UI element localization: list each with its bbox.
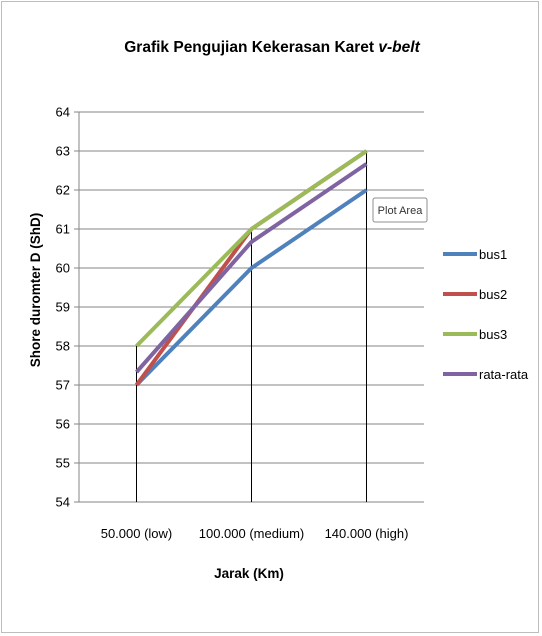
- legend-label-bus1: bus1: [479, 247, 507, 262]
- x-tick-label: 100.000 (medium): [199, 526, 305, 541]
- y-tick-label: 64: [56, 105, 70, 120]
- x-tick-label: 50.000 (low): [101, 526, 173, 541]
- y-tick-label: 54: [56, 495, 70, 510]
- tooltip-box: [372, 197, 428, 223]
- tooltip-label: Plot Area: [378, 205, 424, 217]
- y-tick-label: 57: [56, 378, 70, 393]
- legend-label-rata-rata: rata-rata: [479, 367, 529, 382]
- y-tick-label: 63: [56, 144, 70, 159]
- x-axis-title: Jarak (Km): [214, 566, 284, 581]
- plot-area-tooltip: Plot Area: [372, 197, 428, 223]
- series-line-bus1: [135, 188, 368, 387]
- series-line-rata-rata: [135, 162, 368, 374]
- y-tick-label: 62: [56, 183, 70, 198]
- y-tick-label: 58: [56, 339, 70, 354]
- y-axis-title: Shore duromter D (ShD): [28, 213, 43, 368]
- legend: bus1 bus2 bus3 rata-rata: [443, 247, 529, 382]
- y-tick-label: 59: [56, 300, 70, 315]
- x-tick-label: 140.000 (high): [325, 526, 409, 541]
- legend-label-bus2: bus2: [479, 287, 507, 302]
- y-tick-label: 60: [56, 261, 70, 276]
- chart-title: Grafik Pengujian Kekerasan Karet v-belt: [124, 39, 420, 56]
- plot-area[interactable]: 54 55 56 57 58 59 60 61 62 63 64 50.000 (low) 100.00…: [56, 105, 424, 542]
- y-tick-label: 55: [56, 456, 70, 471]
- series-line-bus3: [135, 149, 368, 348]
- y-tick-label: 61: [56, 222, 70, 237]
- y-tick-label: 56: [56, 417, 70, 432]
- legend-label-bus3: bus3: [479, 327, 507, 342]
